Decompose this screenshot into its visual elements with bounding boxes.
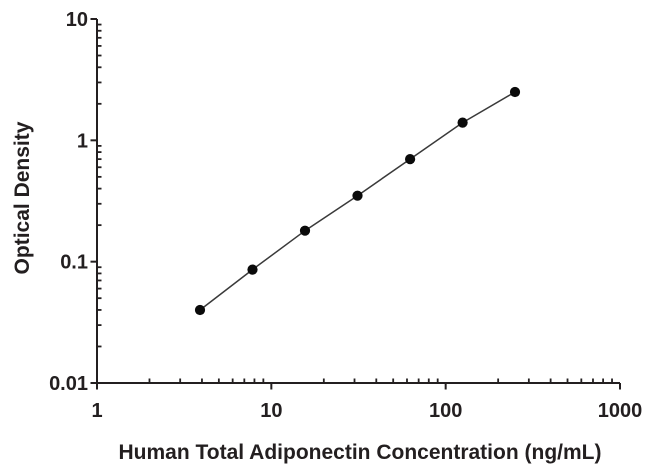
y-axis-tick-label: 1 <box>77 130 88 152</box>
x-axis-tick-label: 10 <box>260 400 282 422</box>
x-axis-title: Human Total Adiponectin Concentration (n… <box>118 441 602 464</box>
data-point <box>194 304 206 316</box>
y-axis-tick-label: 0.01 <box>49 373 88 395</box>
x-axis-tick-label: 1 <box>91 400 102 422</box>
x-axis-tick-label: 100 <box>429 400 462 422</box>
data-point <box>405 154 416 165</box>
x-axis-tick-label: 1000 <box>598 400 643 422</box>
data-point <box>509 86 521 98</box>
trend-line <box>199 91 516 311</box>
y-axis-tick-label: 10 <box>66 9 88 31</box>
data-point <box>457 117 468 128</box>
data-point <box>247 264 258 275</box>
data-point <box>299 225 311 236</box>
y-axis-tick-label: 0.1 <box>60 252 88 274</box>
y-axis-title: Optical Density <box>11 121 34 275</box>
data-point <box>352 190 363 201</box>
